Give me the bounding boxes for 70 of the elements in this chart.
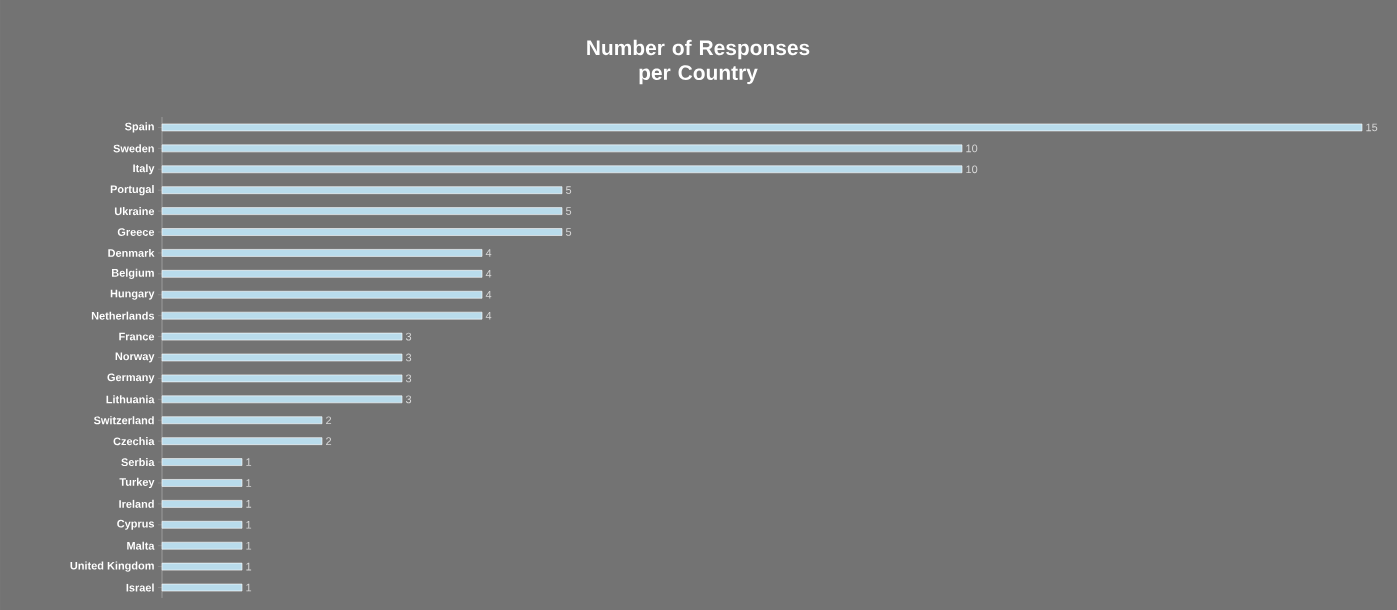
data-label: 1	[246, 583, 252, 592]
y-tick-label: Spain	[124, 122, 154, 133]
bar	[161, 416, 323, 425]
bar	[161, 249, 483, 257]
y-tick-label: Lithuania	[106, 395, 155, 404]
bar	[161, 207, 563, 215]
y-tick-label: Italy	[133, 164, 155, 175]
bar	[161, 500, 243, 508]
data-label: 1	[246, 479, 252, 487]
y-tick-label: France	[119, 332, 155, 341]
data-label: 4	[485, 270, 492, 278]
bar	[161, 311, 483, 320]
data-label: 10	[966, 165, 978, 174]
y-tick-label: Ukraine	[114, 207, 155, 216]
y-tick-label: Czechia	[113, 437, 155, 446]
chart-title: Number of Responses per Country	[587, 39, 810, 85]
data-label: 1	[246, 541, 252, 550]
data-label: 5	[565, 228, 572, 236]
y-tick-label: Germany	[107, 373, 155, 384]
data-label: 2	[326, 437, 332, 445]
y-tick-label: Belgium	[112, 268, 154, 279]
y-tick-label: Israel	[126, 583, 154, 592]
bar	[161, 374, 403, 383]
data-label: 1	[246, 458, 252, 466]
bar	[161, 583, 243, 592]
data-label: 3	[405, 395, 412, 404]
data-label: 4	[485, 311, 492, 320]
data-label: 10	[966, 144, 978, 153]
y-tick-label: Netherlands	[91, 311, 155, 320]
y-tick-label: Portugal	[110, 185, 154, 196]
data-label: 3	[405, 353, 412, 362]
bar	[161, 332, 403, 341]
data-label: 2	[326, 416, 332, 425]
data-label: 5	[565, 186, 572, 195]
data-label: 5	[565, 207, 572, 215]
bar	[161, 123, 1363, 132]
bar	[161, 165, 963, 174]
bar	[161, 186, 563, 194]
data-label: 3	[405, 374, 412, 383]
bar	[161, 479, 243, 487]
y-tick-label: Hungary	[110, 289, 155, 300]
data-label: 4	[485, 290, 492, 299]
bar	[161, 353, 403, 362]
bar	[161, 290, 483, 299]
y-tick-label: Greece	[117, 228, 155, 236]
bar	[161, 458, 243, 466]
y-tick-label: Cyprus	[117, 519, 155, 530]
data-label: 3	[405, 332, 412, 341]
bar	[161, 521, 243, 529]
data-label: 1	[246, 562, 252, 571]
bar	[161, 437, 323, 445]
y-tick-label: Sweden	[113, 144, 154, 153]
y-tick-label: Switzerland	[93, 416, 154, 425]
bar	[161, 541, 243, 550]
bar	[161, 228, 563, 236]
data-label: 1	[246, 521, 252, 529]
bar	[161, 562, 243, 571]
bar	[161, 395, 403, 404]
y-tick-label: United Kingdom	[70, 561, 154, 572]
bar	[161, 144, 963, 153]
y-tick-label: Norway	[115, 352, 155, 363]
y-tick-label: Turkey	[119, 477, 155, 489]
y-tick-label: Malta	[127, 541, 155, 550]
data-label: 15	[1366, 123, 1378, 132]
y-tick-label: Serbia	[121, 458, 155, 467]
y-tick-label: Ireland	[119, 499, 154, 508]
bar	[161, 270, 483, 278]
data-label: 1	[246, 500, 252, 508]
data-label: 4	[485, 249, 492, 257]
y-tick-label: Denmark	[108, 248, 155, 257]
